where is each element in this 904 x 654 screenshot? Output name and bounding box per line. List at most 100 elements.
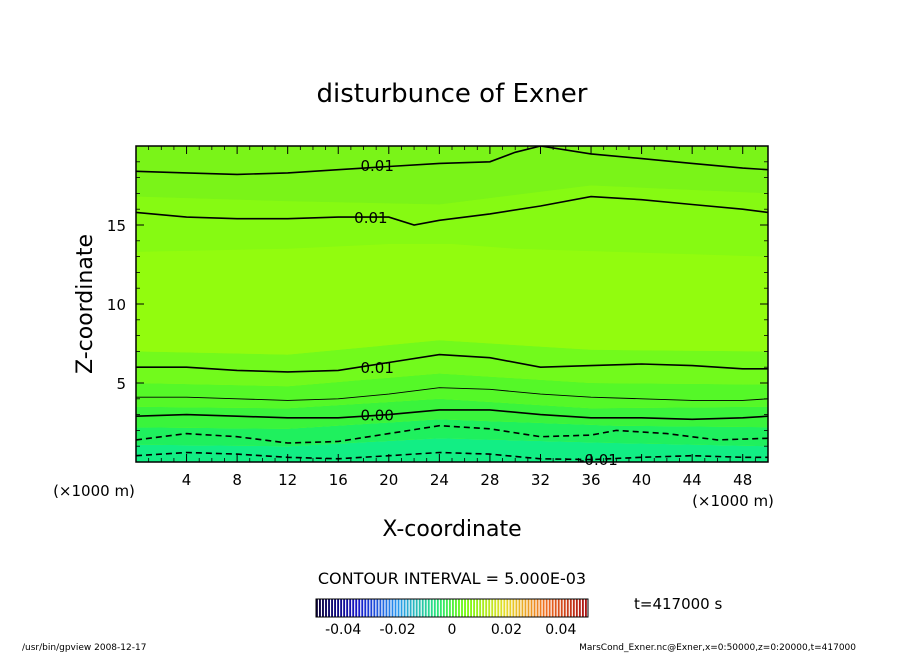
x-unit-left: (×1000 m) xyxy=(53,482,135,500)
colorbar-cell xyxy=(479,599,482,617)
x-tick-label: 32 xyxy=(531,471,550,489)
colorbar-cell xyxy=(331,599,333,617)
contour-line-4 xyxy=(136,353,768,373)
x-axis-ticks: 4 8 12 16 20 24 28 32 36 40 44 48 xyxy=(148,146,756,489)
color-band-6 xyxy=(136,185,768,257)
colorbar-cell xyxy=(470,599,472,617)
x-tick-label: 40 xyxy=(632,471,651,489)
colorbar-cell xyxy=(497,599,500,617)
color-band-4 xyxy=(136,340,768,387)
colorbar-cell xyxy=(506,599,509,617)
color-band-3 xyxy=(136,373,768,409)
colorbar-cell xyxy=(518,599,521,617)
colorbar-cell xyxy=(352,599,355,617)
colorbar-cell xyxy=(560,599,563,617)
x-tick-label: 8 xyxy=(232,471,242,489)
contour-label: 0.00 xyxy=(360,407,393,425)
colorbar-cell xyxy=(358,599,361,617)
colorbar-cell xyxy=(509,599,512,617)
contour-line-5 xyxy=(136,195,768,226)
colorbar-cell xyxy=(316,599,318,617)
colorbar-cell xyxy=(464,599,466,617)
colorbar-cell xyxy=(572,599,575,617)
contour-lines xyxy=(136,146,768,461)
colorbar-cell xyxy=(512,599,515,617)
colorbar-cell xyxy=(364,599,367,617)
contour-label: 0.01 xyxy=(360,359,393,377)
colorbar-tick-label: -0.04 xyxy=(325,622,361,638)
colorbar-cell xyxy=(421,599,424,617)
colorbar-cell xyxy=(548,599,551,617)
color-bands xyxy=(136,146,768,462)
colorbar-ticks: -0.04 -0.02 0 0.02 0.04 xyxy=(325,622,576,638)
colorbar-cell xyxy=(533,599,536,617)
x-unit-right: (×1000 m) xyxy=(692,492,774,510)
contour-interval-text: CONTOUR INTERVAL = 5.000E-03 xyxy=(318,569,586,588)
colorbar-cell xyxy=(319,599,321,617)
colorbar-cell xyxy=(503,599,506,617)
colorbar-cell xyxy=(578,599,581,617)
colorbar-cell xyxy=(455,599,457,617)
colorbar-cell xyxy=(385,599,388,617)
colorbar-cell xyxy=(563,599,566,617)
plot-area: -0.01 0.00 0.01 0.01 0.01 xyxy=(135,145,769,469)
colorbar-cell xyxy=(427,599,430,617)
x-tick-label: 28 xyxy=(480,471,499,489)
colorbar-cell xyxy=(494,599,497,617)
colorbar-cell xyxy=(328,599,330,617)
colorbar-cell xyxy=(554,599,557,617)
contour-line-1 xyxy=(136,424,768,444)
colorbar-cell xyxy=(445,599,448,617)
contour-line-2 xyxy=(136,409,768,421)
colorbar-cell xyxy=(515,599,518,617)
colorbar-cell xyxy=(557,599,560,617)
colorbar-frame xyxy=(315,598,589,618)
colorbar-cell xyxy=(403,599,406,617)
colorbar-cell xyxy=(433,599,436,617)
colorbar-cell xyxy=(376,599,379,617)
colorbar-tick-label: 0.04 xyxy=(545,622,576,638)
x-tick-label: 16 xyxy=(329,471,348,489)
y-tick-label: 10 xyxy=(107,296,126,314)
colorbar-cell xyxy=(400,599,403,617)
colorbar-tick-label: 0 xyxy=(448,622,457,638)
colorbar-cell xyxy=(379,599,382,617)
colorbar-cell xyxy=(439,599,442,617)
colorbar-cell xyxy=(539,599,542,617)
colorbar-cell xyxy=(418,599,421,617)
colorbar-cell xyxy=(412,599,415,617)
colorbar-cell xyxy=(581,599,584,617)
colorbar-cell xyxy=(584,599,587,617)
colorbar-cell xyxy=(575,599,578,617)
color-band-2 xyxy=(136,398,768,429)
colorbar-cell xyxy=(476,599,479,617)
colorbar-cell xyxy=(415,599,418,617)
colorbar-cell xyxy=(536,599,539,617)
colorbar-cell xyxy=(355,599,358,617)
x-tick-label: 4 xyxy=(182,471,192,489)
colorbar-cell xyxy=(530,599,533,617)
contour-label: -0.01 xyxy=(579,451,618,469)
x-tick-label: 24 xyxy=(430,471,449,489)
colorbar-cell xyxy=(527,599,530,617)
colorbar-cell xyxy=(406,599,409,617)
contour-label: 0.01 xyxy=(360,157,393,175)
colorbar-cell xyxy=(448,599,451,617)
colorbar-cell xyxy=(334,599,336,617)
colorbar-cell xyxy=(397,599,400,617)
y-tick-label: 15 xyxy=(107,217,126,235)
colorbar-cell xyxy=(391,599,394,617)
colorbar-cell xyxy=(551,599,554,617)
y-axis-label: Z-coordinate xyxy=(73,234,98,374)
colorbar-cell xyxy=(521,599,524,617)
colorbar-cell xyxy=(485,599,488,617)
colorbar-cell xyxy=(458,599,460,617)
chart-title: disturbunce of Exner xyxy=(317,79,588,109)
colorbar-cell xyxy=(325,599,327,617)
footer-left: /usr/bin/gpview 2008-12-17 xyxy=(22,643,146,653)
colorbar-cell xyxy=(346,599,349,617)
colorbar-cell xyxy=(340,599,343,617)
colorbar-cell xyxy=(524,599,527,617)
colorbar-cell xyxy=(482,599,485,617)
